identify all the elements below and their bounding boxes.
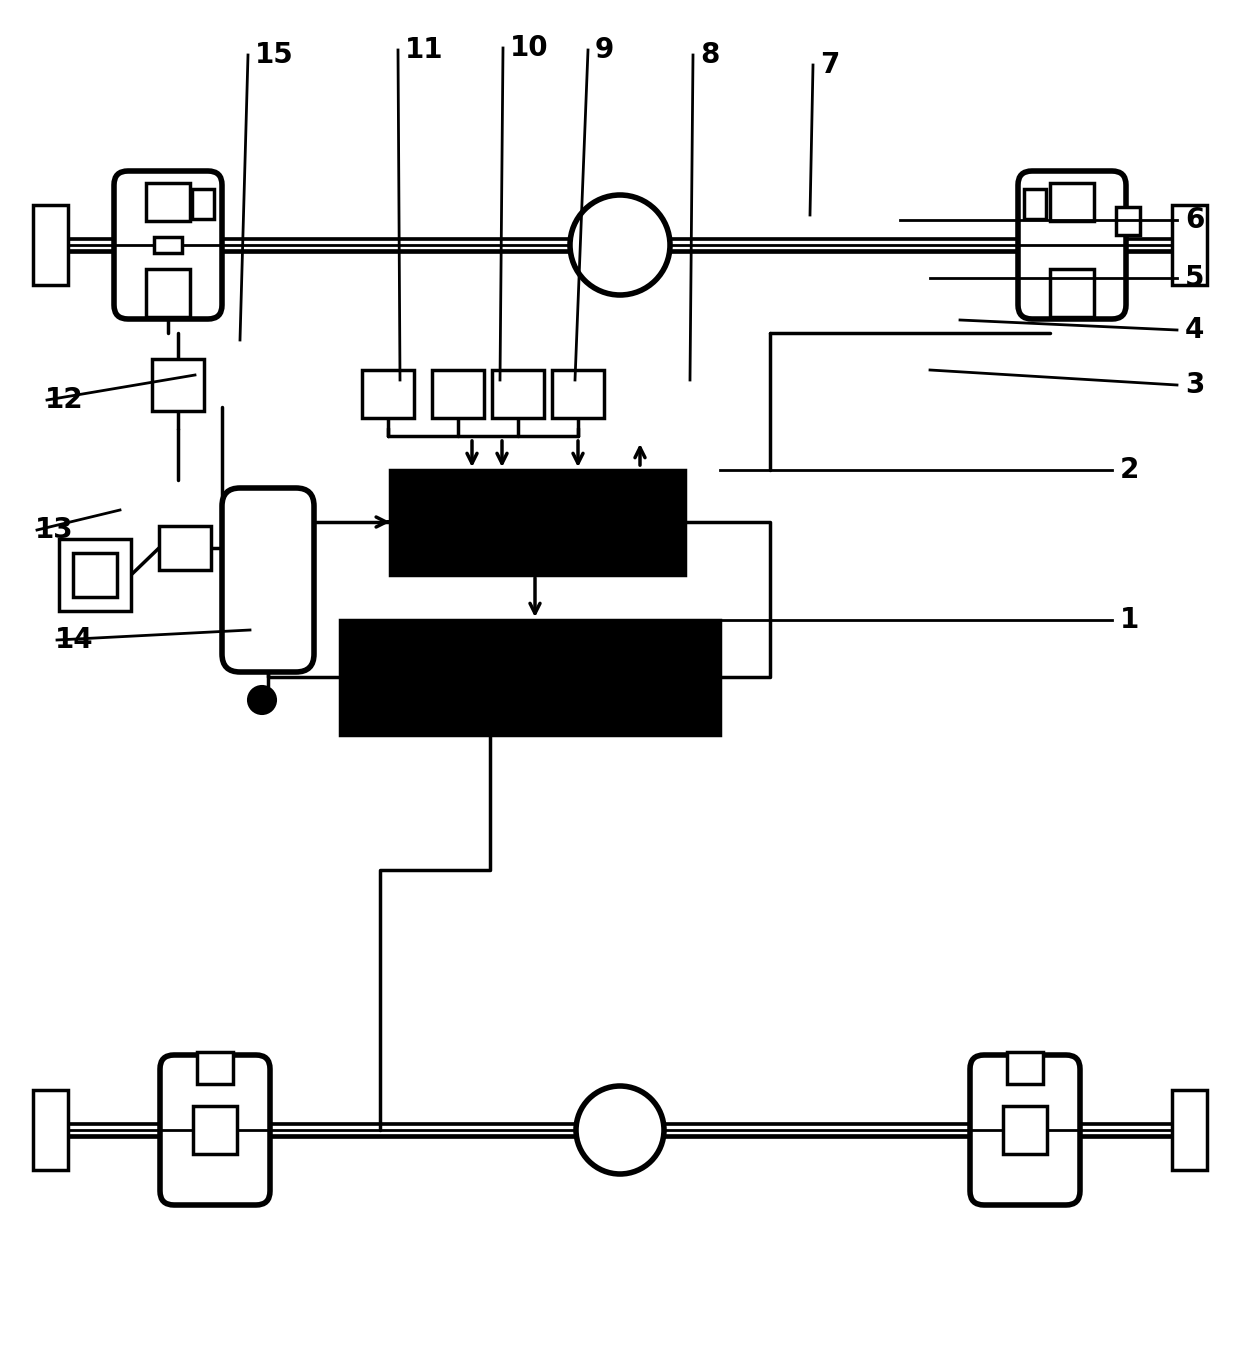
Text: 7: 7 bbox=[820, 51, 839, 79]
Text: 2: 2 bbox=[1120, 457, 1140, 484]
Bar bbox=[552, 370, 604, 418]
FancyBboxPatch shape bbox=[222, 488, 314, 672]
Bar bbox=[391, 470, 684, 575]
Bar bbox=[362, 370, 414, 418]
Bar bbox=[340, 620, 720, 735]
Text: 8: 8 bbox=[701, 40, 719, 69]
Bar bbox=[33, 205, 68, 286]
Bar bbox=[1172, 205, 1207, 286]
Text: 5: 5 bbox=[1185, 264, 1204, 292]
Circle shape bbox=[570, 195, 670, 295]
Bar bbox=[146, 183, 190, 221]
Bar bbox=[1007, 1052, 1043, 1084]
Bar bbox=[492, 370, 544, 418]
Text: 14: 14 bbox=[55, 626, 94, 655]
Bar bbox=[1116, 207, 1140, 234]
Bar bbox=[192, 189, 215, 220]
Text: 11: 11 bbox=[405, 36, 444, 65]
Bar bbox=[159, 525, 211, 570]
Text: 3: 3 bbox=[1185, 370, 1204, 399]
Bar bbox=[1024, 189, 1047, 220]
FancyBboxPatch shape bbox=[1018, 171, 1126, 319]
Circle shape bbox=[577, 1086, 663, 1175]
Text: 4: 4 bbox=[1185, 317, 1204, 343]
FancyBboxPatch shape bbox=[970, 1055, 1080, 1206]
Bar bbox=[1172, 1090, 1207, 1171]
Bar bbox=[60, 539, 131, 612]
Bar bbox=[154, 237, 182, 253]
Bar bbox=[1003, 1106, 1047, 1154]
Circle shape bbox=[248, 686, 277, 714]
Text: 15: 15 bbox=[255, 40, 294, 69]
Bar bbox=[73, 554, 117, 597]
Bar bbox=[197, 1052, 233, 1084]
Text: 13: 13 bbox=[35, 516, 73, 544]
Bar bbox=[153, 360, 205, 411]
Text: 6: 6 bbox=[1185, 206, 1204, 234]
Text: 1: 1 bbox=[1120, 606, 1140, 634]
Bar bbox=[1050, 183, 1094, 221]
Bar bbox=[432, 370, 484, 418]
Bar bbox=[33, 1090, 68, 1171]
Text: 9: 9 bbox=[595, 36, 614, 65]
FancyBboxPatch shape bbox=[114, 171, 222, 319]
Bar bbox=[1050, 269, 1094, 317]
FancyBboxPatch shape bbox=[160, 1055, 270, 1206]
Bar bbox=[193, 1106, 237, 1154]
Text: 12: 12 bbox=[45, 387, 83, 414]
Bar bbox=[146, 269, 190, 317]
Text: 10: 10 bbox=[510, 34, 548, 62]
